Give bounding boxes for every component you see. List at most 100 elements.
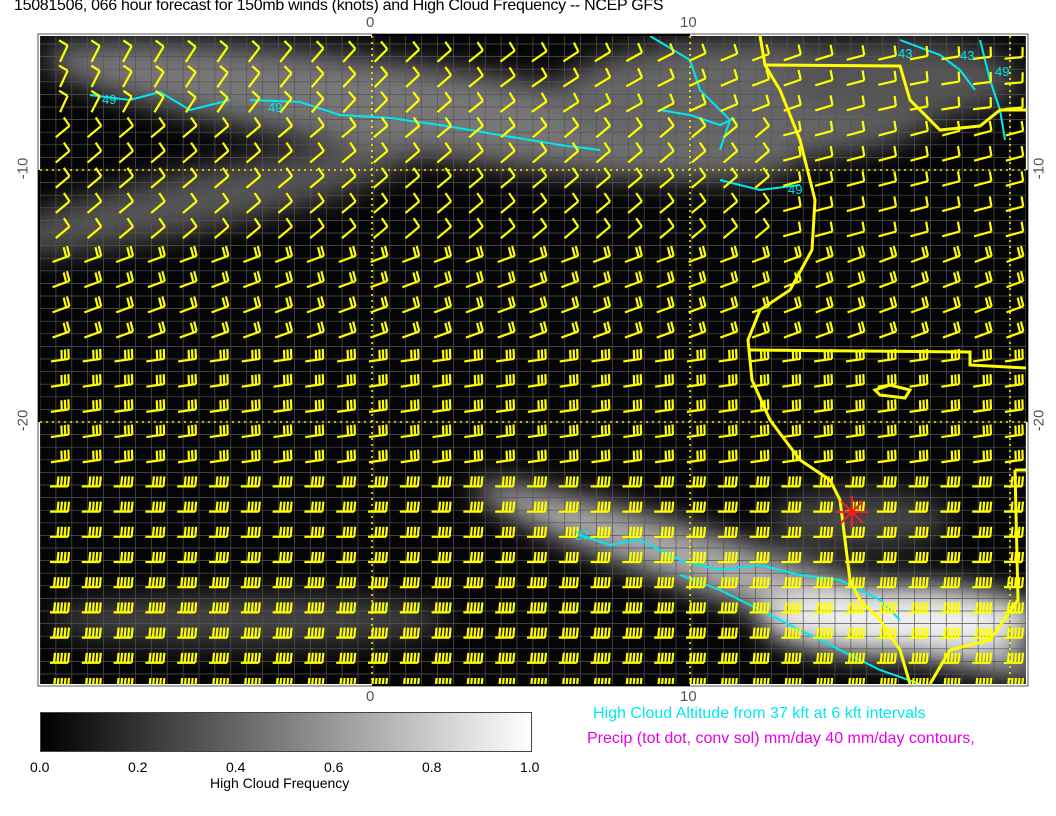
wind-barb — [336, 652, 357, 664]
wind-barb — [115, 321, 135, 339]
wind-barb — [310, 90, 325, 114]
wind-barb — [86, 142, 103, 164]
wind-barb — [247, 90, 261, 114]
wind-barb — [973, 120, 993, 137]
wind-barb — [972, 449, 993, 464]
wind-barb — [147, 271, 166, 289]
wind-barb — [558, 652, 579, 664]
wind-barb — [659, 142, 675, 164]
wind-barb — [177, 551, 198, 564]
wind-barb — [463, 501, 484, 513]
wind-barb — [877, 348, 897, 363]
wind-barb — [464, 399, 484, 413]
wind-barb — [145, 577, 166, 589]
wind-barb — [622, 652, 643, 664]
wind-barb — [847, 296, 866, 314]
wind-barb — [214, 192, 230, 214]
wind-barb — [751, 245, 771, 264]
wind-barb — [531, 92, 548, 113]
wind-barb — [878, 171, 898, 187]
wind-barb — [433, 245, 453, 264]
wind-barb — [52, 296, 71, 314]
wind-barb — [688, 321, 707, 339]
wind-barb — [180, 677, 198, 684]
wind-barb — [310, 40, 325, 63]
wind-barb — [401, 296, 421, 314]
wind-barb — [147, 245, 166, 264]
wind-barb — [910, 221, 929, 238]
wind-barb — [558, 501, 579, 513]
wind-barb — [241, 399, 261, 413]
wind-barb — [1004, 348, 1024, 363]
wind-barb — [182, 142, 198, 164]
wind-barb — [245, 116, 262, 139]
wind-barb — [500, 167, 516, 189]
wind-barb — [532, 116, 548, 139]
wind-barb — [495, 526, 516, 538]
wind-barb — [147, 321, 166, 339]
wind-barb — [468, 91, 484, 113]
wind-barb — [527, 526, 548, 538]
wind-barb — [847, 321, 866, 339]
wind-barb — [52, 271, 71, 289]
wind-barb — [749, 476, 770, 488]
wind-barb — [55, 142, 71, 164]
wind-barb — [1004, 501, 1025, 513]
wind-barb — [911, 677, 929, 684]
wind-barb — [591, 374, 611, 388]
wind-barb — [153, 64, 165, 88]
colorbar-tick: 0.0 — [30, 759, 50, 775]
wind-barb — [942, 296, 961, 314]
wind-barb — [373, 142, 389, 164]
wind-barb — [305, 348, 325, 363]
wind-barb — [370, 321, 389, 339]
wind-barb — [691, 192, 707, 214]
wind-barb — [750, 449, 770, 464]
wind-barb — [813, 501, 834, 513]
wind-barb — [464, 424, 484, 439]
wind-barb — [279, 90, 293, 114]
wind-barb — [717, 577, 738, 589]
wind-barb — [720, 43, 739, 62]
wind-barb — [717, 652, 738, 664]
wind-barb — [81, 501, 102, 513]
wind-barb — [974, 296, 993, 314]
wind-barb — [310, 65, 325, 88]
wind-barb — [114, 424, 134, 439]
wind-barb — [336, 449, 357, 464]
wind-barb — [436, 167, 453, 189]
wind-barb — [722, 116, 739, 139]
wind-barb — [909, 45, 929, 61]
wind-barb — [877, 374, 897, 388]
wind-barb — [813, 551, 834, 564]
wind-barb — [845, 348, 865, 363]
wind-barb — [845, 424, 865, 439]
wind-barb — [495, 652, 516, 664]
wind-barb — [878, 95, 897, 112]
wind-barb — [848, 677, 866, 684]
wind-barb — [499, 66, 516, 88]
wind-barb — [115, 245, 135, 264]
wind-barb — [240, 627, 261, 639]
wind-barb — [846, 45, 866, 61]
wind-barb — [562, 42, 580, 63]
wind-barb — [941, 46, 961, 61]
wind-barb — [400, 374, 420, 388]
wind-barb — [941, 145, 961, 162]
wind-barb — [627, 116, 643, 139]
wind-barb — [400, 348, 420, 363]
wind-barb — [50, 577, 71, 589]
wind-barb — [368, 449, 388, 464]
wind-barb — [783, 321, 802, 339]
wind-barb — [691, 142, 707, 164]
wind-barb — [563, 142, 580, 164]
wind-barb — [558, 476, 579, 488]
wind-barb — [782, 374, 802, 388]
wind-barb — [1004, 72, 1024, 85]
wind-barb — [432, 424, 452, 439]
wind-barb — [373, 91, 389, 114]
wind-barb — [146, 348, 166, 363]
wind-barb — [436, 192, 453, 214]
wind-barb — [1004, 476, 1025, 488]
wind-barb — [274, 296, 294, 314]
